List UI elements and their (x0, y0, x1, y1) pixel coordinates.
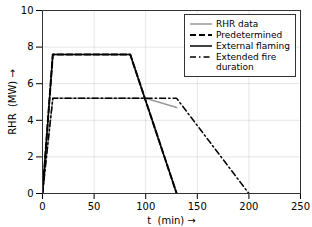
svg-text:100: 100 (136, 201, 155, 212)
svg-text:150: 150 (188, 201, 207, 212)
svg-text:t (min) →: t (min) → (147, 215, 196, 226)
svg-text:2: 2 (27, 151, 33, 162)
html-text:Extended fire duration: Extended fire duration (215, 52, 277, 72)
svg-text:0: 0 (39, 201, 45, 212)
svg-text:200: 200 (239, 201, 258, 212)
html-text:Predetermined: Predetermined (215, 30, 283, 40)
svg-text:50: 50 (88, 201, 101, 212)
svg-text:RHR (MW) →: RHR (MW) → (7, 69, 18, 135)
html-text:RHR data: RHR data (215, 19, 259, 29)
svg-text:10: 10 (21, 5, 34, 16)
svg-text:6: 6 (27, 78, 33, 89)
svg-text:0: 0 (27, 188, 33, 199)
html-text:External flaming: External flaming (215, 41, 290, 51)
svg-text:8: 8 (27, 41, 33, 52)
svg-text:4: 4 (27, 115, 33, 126)
svg-text:250: 250 (291, 201, 310, 212)
